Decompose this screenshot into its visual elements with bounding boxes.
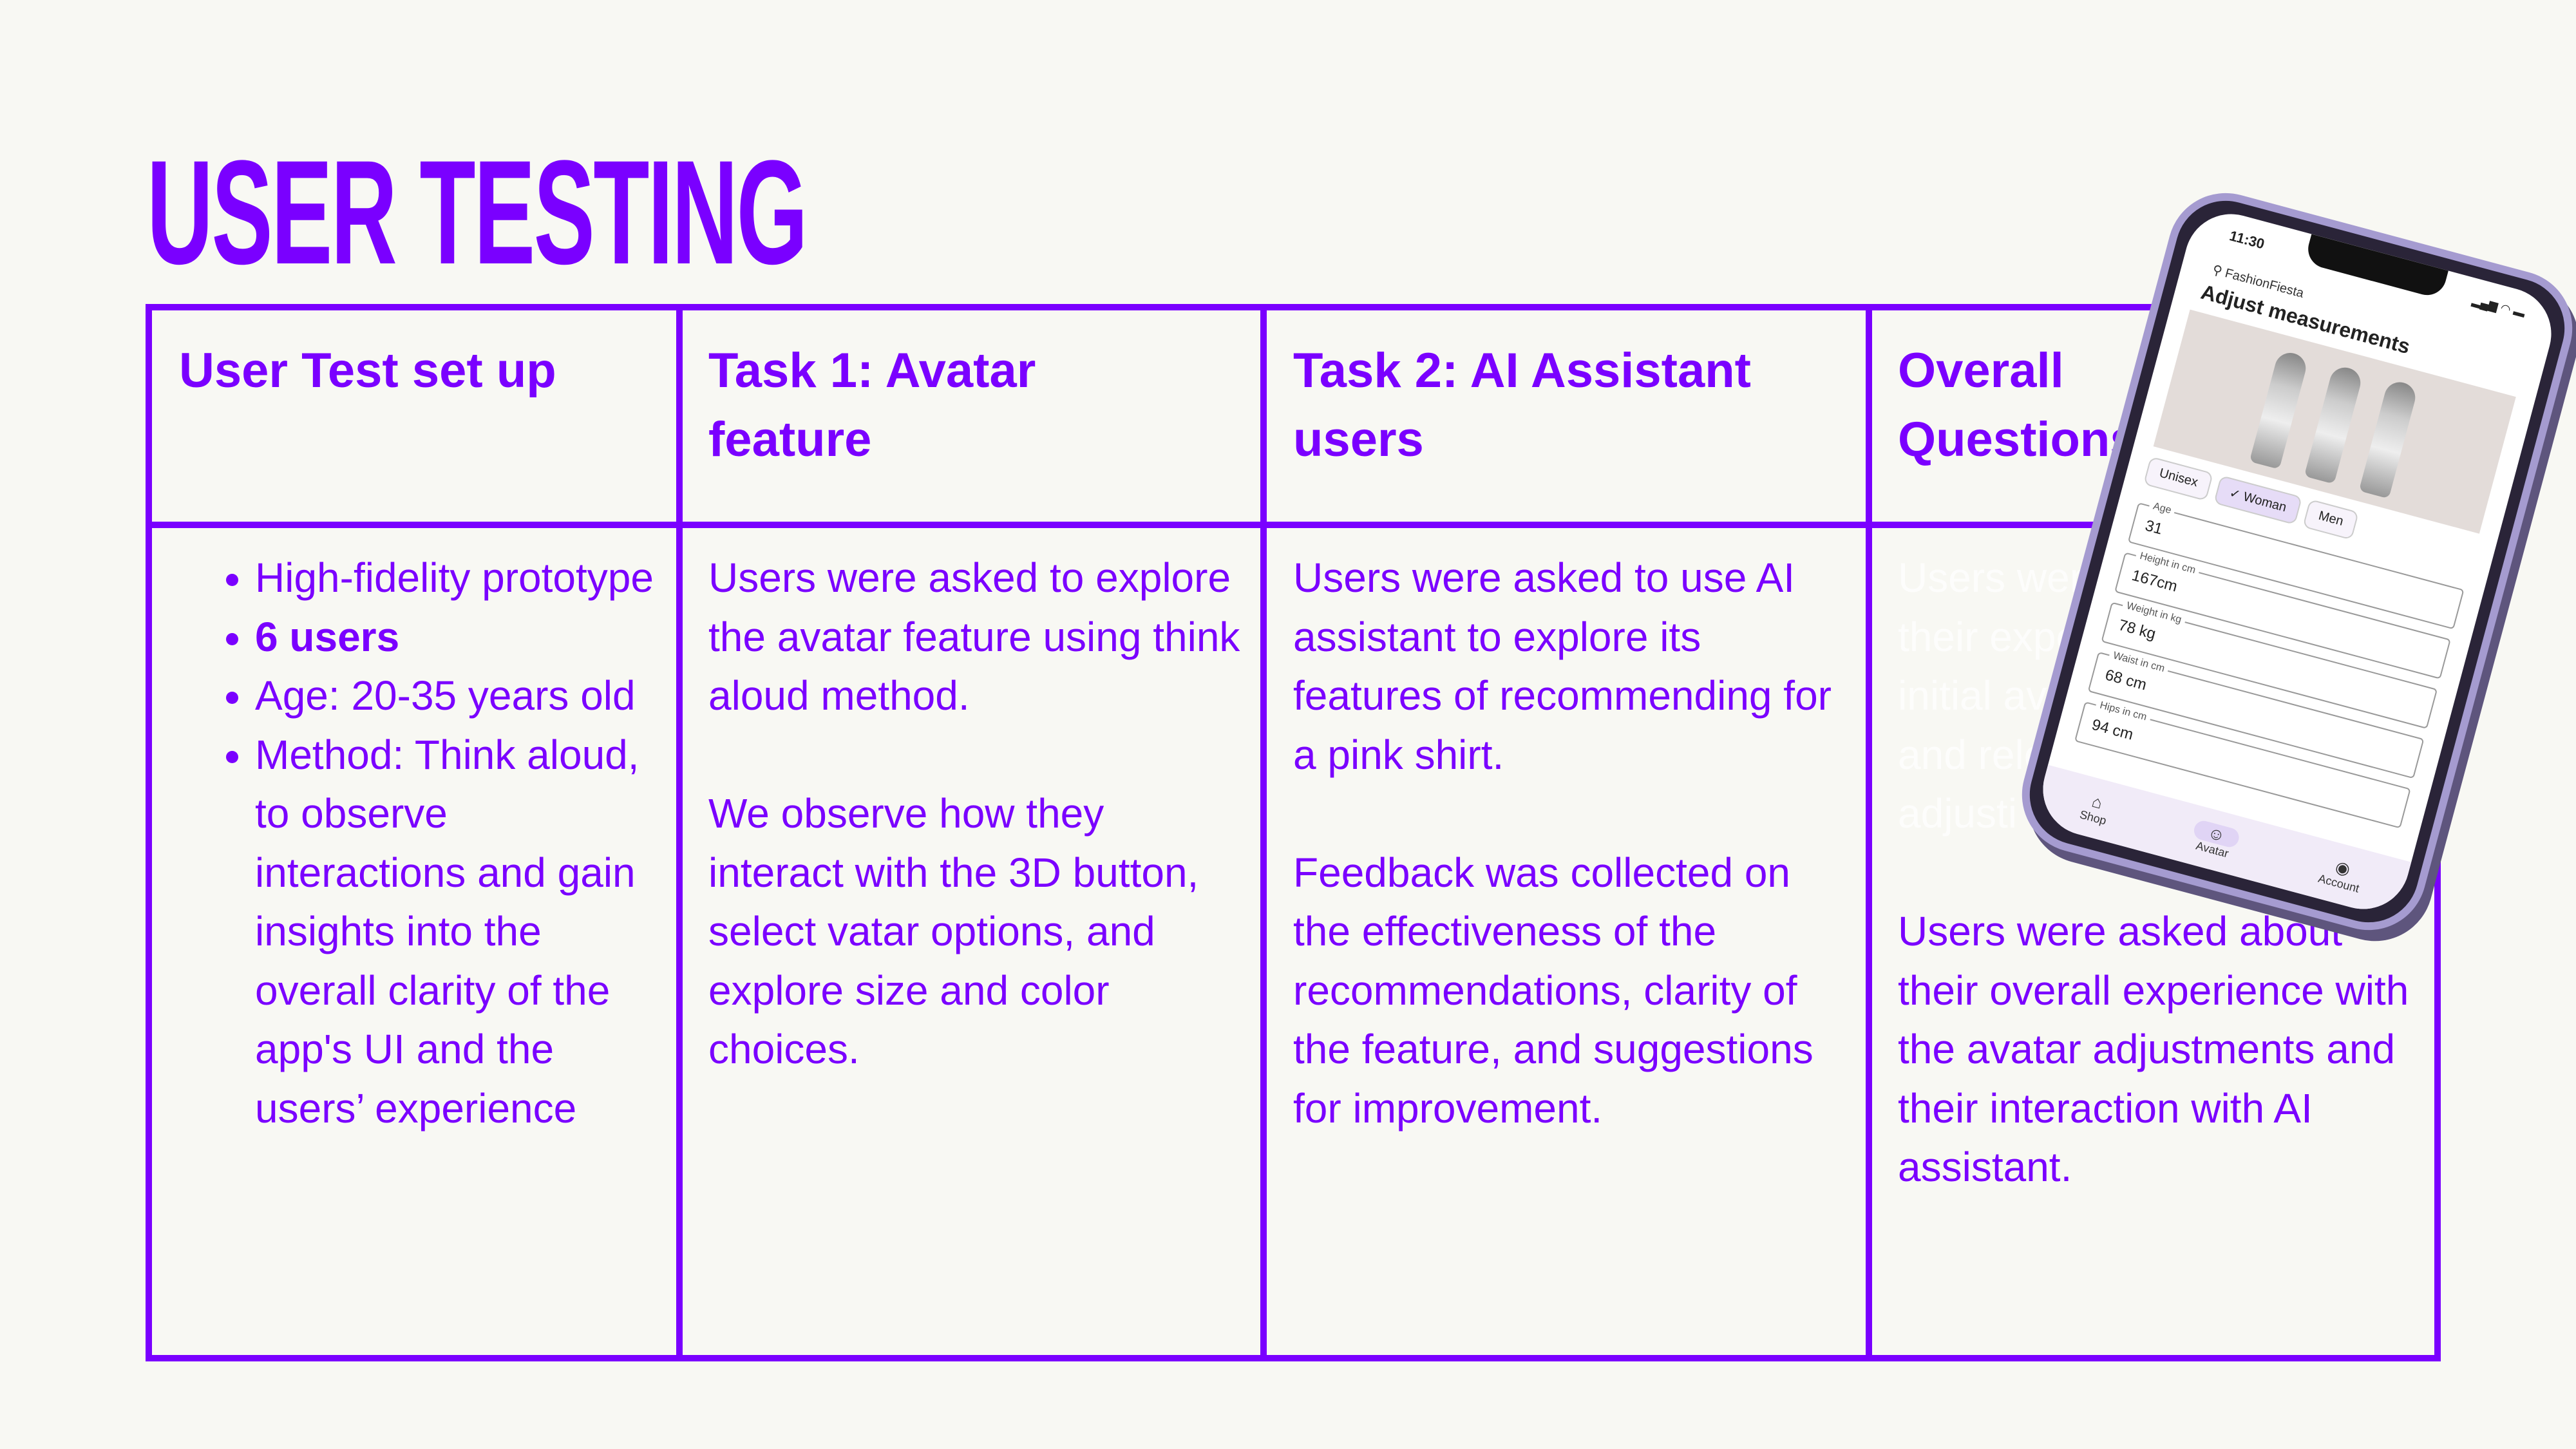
phone-notch [2304,234,2448,299]
paragraph: Users were asked to explore the avatar f… [708,554,1240,719]
phone-mockup: 11:30 ▂▄▆ ◠ ▬ ⚲ FashionFiesta Adjust mea… [2009,180,2576,943]
header-setup: User Test set up [179,343,556,398]
chip-unisex[interactable]: Unisex [2143,456,2214,502]
avatar-figure [2358,379,2419,499]
list-item: High-fidelity prototype [255,549,661,608]
faded-line: adjusti [1898,790,2017,837]
field-label: Age [2148,500,2177,518]
user-testing-table: User Test set up High-fidelity prototype… [146,304,2441,1361]
field-value: 167cm [2130,566,2179,596]
paragraph: Users were asked about their overall exp… [1898,908,2409,1190]
column-divider [676,310,683,1355]
field-value: 31 [2143,516,2164,538]
nav-shop[interactable]: ⌂ Shop [2078,789,2113,828]
field-value: 78 kg [2116,616,2158,643]
nav-avatar[interactable]: ☺ Avatar [2188,818,2241,862]
header-divider [152,522,2434,528]
paragraph: We observe how they interact with the 3D… [708,790,1199,1072]
overall-text: Users were asked about their overall exp… [1898,902,2426,1256]
field-value: 68 cm [2103,666,2149,694]
faded-line: initial ava [1898,672,2070,719]
list-item: 6 users [255,608,661,667]
task2-text: Users were asked to use AI assistant to … [1293,549,1853,1197]
field-value: 94 cm [2090,715,2136,744]
column-divider [1260,310,1267,1355]
faded-line: their expe [1898,613,2079,660]
task1-text: Users were asked to explore the avatar f… [708,549,1249,1138]
column-divider [1866,310,1872,1355]
avatar-figure [2304,364,2364,484]
signal-wifi-battery-icon: ▂▄▆ ◠ ▬ [2470,293,2527,321]
setup-list: High-fidelity prototype 6 users Age: 20-… [152,549,661,1138]
header-task2: Task 2: AI Assistant users [1293,343,1751,467]
status-time: 11:30 [2228,227,2267,252]
header-task1: Task 1: Avatar feature [708,343,1036,467]
faded-line: and rele [1898,731,2047,778]
list-item: Method: Think aloud, to observe interact… [255,726,661,1139]
avatar-figure [2249,349,2309,469]
page-title: USER TESTING [147,129,808,295]
faded-line: Users were [1898,554,2107,601]
paragraph: Users were asked to use AI assistant to … [1293,554,1832,778]
list-item: Age: 20-35 years old [255,667,661,726]
faded-text: Users were their expe initial ava and re… [1898,549,2284,844]
paragraph: Feedback was collected on the effectiven… [1293,849,1814,1132]
hanger-icon: ⚲ [2211,262,2224,279]
nav-account[interactable]: ◉ Account [2316,853,2365,895]
chip-men[interactable]: Men [2302,498,2360,540]
